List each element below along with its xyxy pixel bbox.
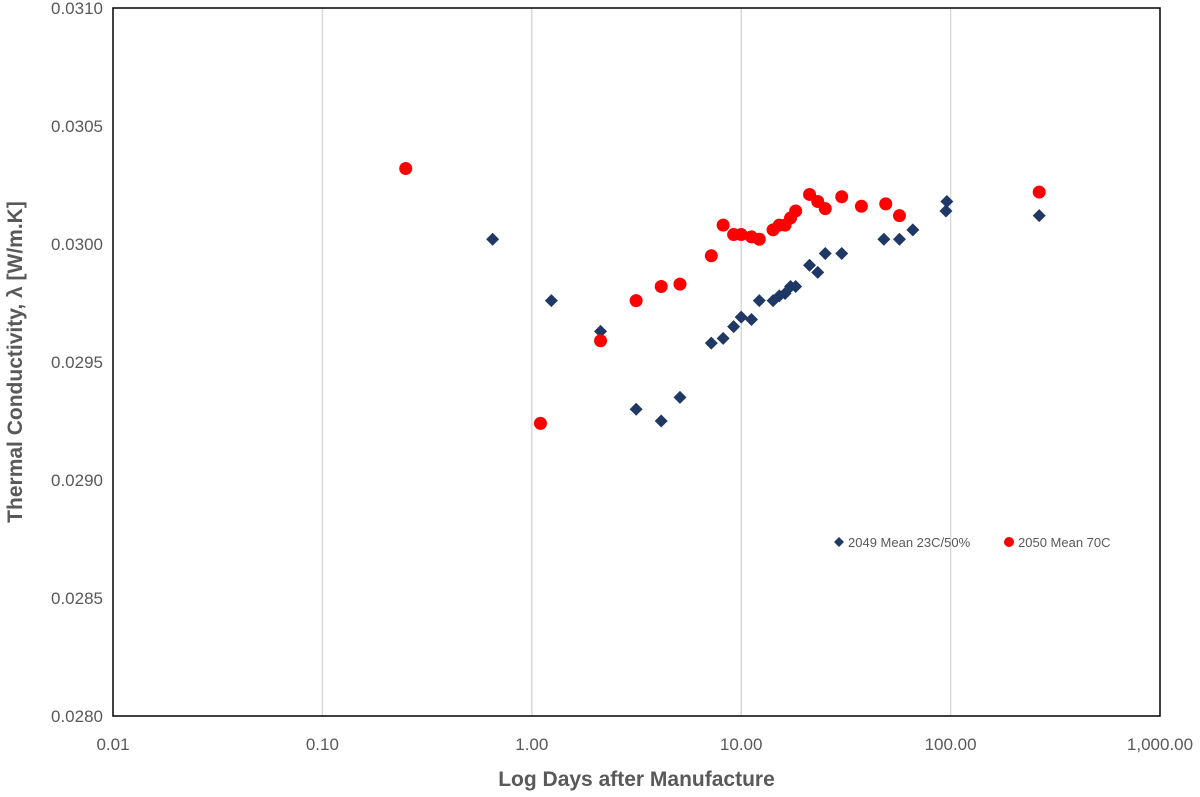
data-point-circle xyxy=(854,199,868,213)
legend-item-1: 2049 Mean 23C/50% xyxy=(834,535,971,550)
x-tick-label: 0.01 xyxy=(96,735,129,754)
data-point-circle xyxy=(594,334,608,348)
data-point-circle xyxy=(789,204,803,218)
y-tick-label: 0.0285 xyxy=(51,589,103,608)
data-point-diamond xyxy=(654,414,668,428)
y-tick-label: 0.0280 xyxy=(51,707,103,726)
data-point-diamond xyxy=(877,232,891,246)
data-point-circle xyxy=(1032,185,1046,199)
data-point-diamond xyxy=(1032,209,1046,223)
series-1 xyxy=(486,195,1046,428)
data-point-circle xyxy=(835,190,849,204)
data-point-diamond xyxy=(835,246,849,260)
data-point-diamond xyxy=(486,232,500,246)
data-point-diamond xyxy=(811,265,825,279)
grid-lines xyxy=(321,8,952,716)
data-point-circle xyxy=(654,279,668,293)
data-point-diamond xyxy=(716,331,730,345)
data-point-diamond xyxy=(734,310,748,324)
data-point-diamond xyxy=(939,204,953,218)
y-tick-labels: 0.0280 0.0285 0.0290 0.0295 0.0300 0.0305 0.03… xyxy=(51,0,103,726)
x-tick-label: 1.00 xyxy=(515,735,548,754)
data-point-diamond xyxy=(892,232,906,246)
legend-item-2: 2050 Mean 70C xyxy=(1004,535,1111,550)
legend: 2049 Mean 23C/50% 2050 Mean 70C xyxy=(834,535,1111,550)
data-point-circle xyxy=(734,228,748,242)
legend-label: 2049 Mean 23C/50% xyxy=(848,535,971,550)
x-tick-label: 0.10 xyxy=(306,735,339,754)
data-point-circle xyxy=(818,202,832,216)
data-point-diamond xyxy=(704,336,718,350)
data-point-diamond xyxy=(745,313,759,327)
plot-area-border xyxy=(112,7,1161,717)
y-tick-label: 0.0305 xyxy=(51,117,103,136)
data-point-diamond xyxy=(673,390,687,404)
x-tick-label: 1,000.00 xyxy=(1127,735,1193,754)
data-point-circle xyxy=(533,416,547,430)
data-series xyxy=(399,161,1046,430)
data-point-diamond xyxy=(818,246,832,260)
x-tick-labels: 0.01 0.10 1.00 10.00 100.00 1,000.00 xyxy=(96,735,1193,754)
data-point-diamond xyxy=(629,402,643,416)
data-point-diamond xyxy=(544,294,558,308)
y-tick-label: 0.0290 xyxy=(51,471,103,490)
data-point-circle xyxy=(399,161,413,175)
legend-marker-diamond xyxy=(834,537,844,547)
x-axis-title: Log Days after Manufacture xyxy=(498,768,775,791)
data-point-diamond xyxy=(803,258,817,272)
x-tick-label: 10.00 xyxy=(720,735,763,754)
y-tick-label: 0.0300 xyxy=(51,235,103,254)
data-point-diamond xyxy=(789,279,803,293)
data-point-circle xyxy=(752,232,766,246)
y-axis-title: Thermal Conductivity, λ [W/m.K] xyxy=(4,201,27,523)
data-point-diamond xyxy=(906,223,920,237)
data-point-diamond xyxy=(594,324,608,338)
legend-marker-circle xyxy=(1004,537,1014,547)
data-point-circle xyxy=(629,294,643,308)
data-point-circle xyxy=(892,209,906,223)
legend-label: 2050 Mean 70C xyxy=(1018,535,1111,550)
data-point-diamond xyxy=(752,294,766,308)
y-tick-label: 0.0310 xyxy=(51,0,103,18)
data-point-circle xyxy=(716,218,730,232)
data-point-diamond xyxy=(940,195,954,209)
series-2 xyxy=(399,161,1046,430)
data-point-circle xyxy=(673,277,687,291)
data-point-circle xyxy=(879,197,893,211)
data-point-circle xyxy=(704,249,718,263)
data-point-diamond xyxy=(727,320,741,334)
y-tick-label: 0.0295 xyxy=(51,353,103,372)
x-tick-label: 100.00 xyxy=(925,735,977,754)
